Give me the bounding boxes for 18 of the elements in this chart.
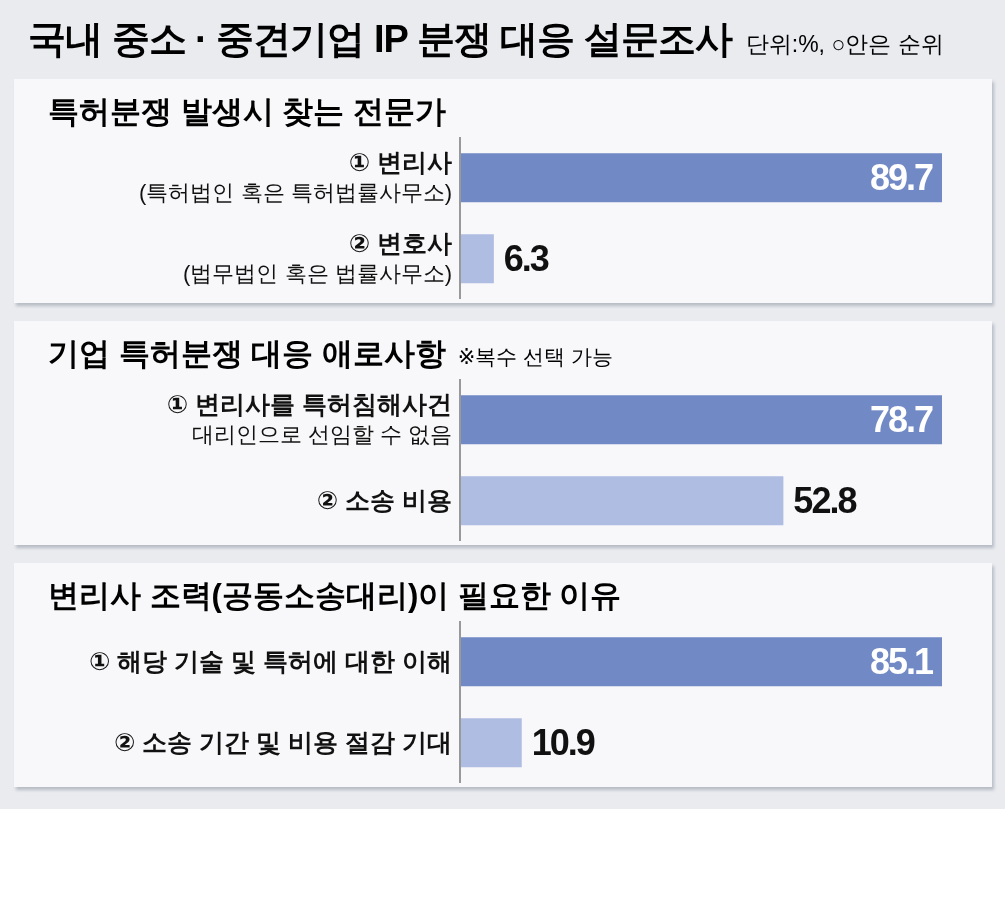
data-label: 6.3 xyxy=(503,238,549,280)
y-tick-label: ② 변호사 (법무법인 혹은 법률사무소) xyxy=(183,229,452,287)
text: 국내 중소 · 중견기업 IP 분쟁 대응 설문조사 xyxy=(28,18,732,60)
chart-title: 특허분쟁 발생시 찾는 전문가 xyxy=(48,94,446,129)
y-tick-label: ② 소송 비용 xyxy=(316,486,452,515)
data-label: 85.1 xyxy=(869,641,934,683)
y-tick-label: ① 변리사 (특허법인 혹은 특허법률사무소) xyxy=(139,148,452,206)
chart-title: 변리사 조력(공동소송대리)이 필요한 이유 xyxy=(48,578,622,613)
data-label: 10.9 xyxy=(531,722,595,764)
text: 단위:%, ○안은 순위 xyxy=(745,31,944,57)
data-label: 89.7 xyxy=(869,157,933,199)
chart-subtitle: ※복수 선택 가능 xyxy=(457,345,614,368)
y-tick-label: ① 해당 기술 및 특허에 대한 이해 xyxy=(89,647,452,676)
data-label: 78.7 xyxy=(869,399,933,441)
data-label: 52.8 xyxy=(793,480,857,522)
y-tick-label: ② 소송 기간 및 비용 절감 기대 xyxy=(114,728,452,757)
chart-title: 기업 특허분쟁 대응 애로사항 xyxy=(48,336,446,371)
y-tick-label: ① 변리사를 특허침해사건 대리인으로 선임할 수 없음 xyxy=(166,390,452,448)
